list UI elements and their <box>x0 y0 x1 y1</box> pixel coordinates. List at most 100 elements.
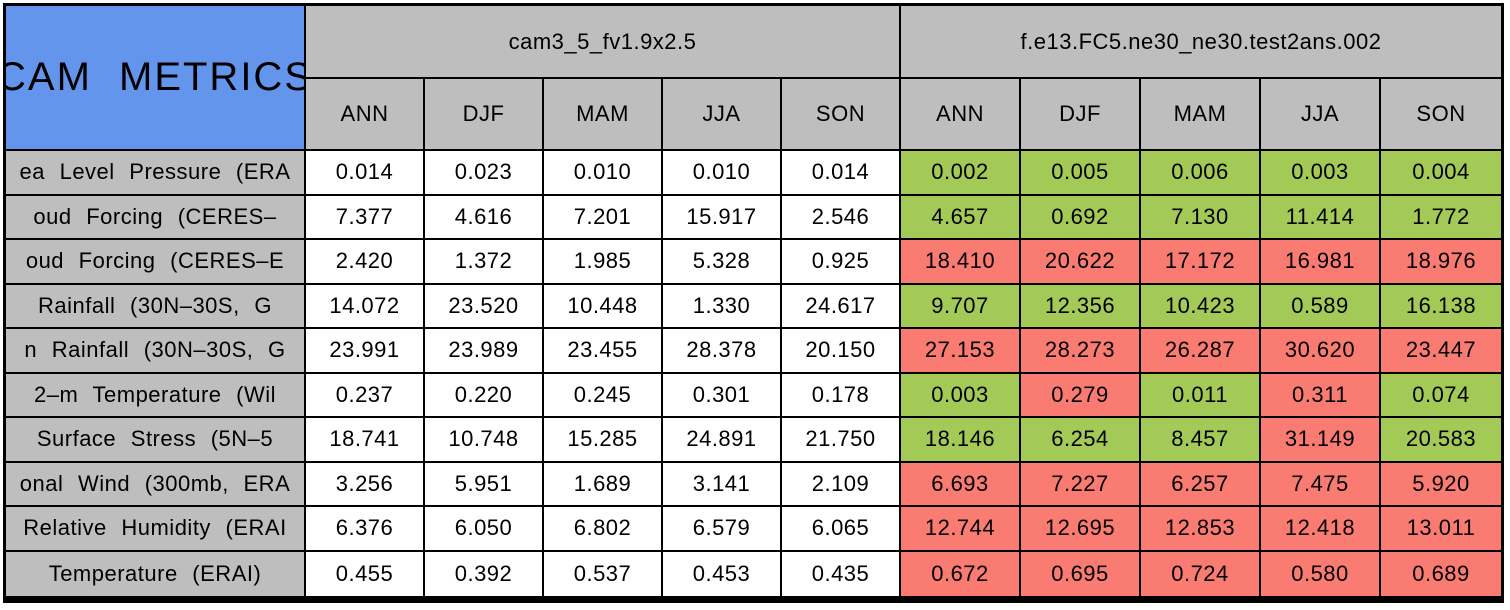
metric-row-label: Surface Stress (5N–5 <box>6 418 306 463</box>
metric-value-cell: 0.003 <box>1261 151 1381 196</box>
metric-value-cell: 9.707 <box>901 284 1021 329</box>
metric-row-label: ea Level Pressure (ERA <box>6 151 306 196</box>
metric-value-cell: 18.976 <box>1381 240 1501 285</box>
metric-value-cell: 7.377 <box>306 195 425 240</box>
metric-value-cell: 0.237 <box>306 373 425 418</box>
metric-value-cell: 15.285 <box>544 418 663 463</box>
metric-value-cell: 0.014 <box>782 151 901 196</box>
metric-value-cell: 30.620 <box>1261 329 1381 374</box>
metric-value-cell: 23.991 <box>306 329 425 374</box>
metric-value-cell: 0.005 <box>1021 151 1141 196</box>
metric-value-cell: 10.423 <box>1141 284 1261 329</box>
season-header: SON <box>1381 79 1501 151</box>
metric-value-cell: 2.420 <box>306 240 425 285</box>
metric-row-label: n Rainfall (30N–30S, G <box>6 329 306 374</box>
metric-value-cell: 12.744 <box>901 507 1021 552</box>
metric-value-cell: 18.146 <box>901 418 1021 463</box>
metric-value-cell: 0.724 <box>1141 551 1261 596</box>
metric-value-cell: 7.475 <box>1261 462 1381 507</box>
metric-value-cell: 2.546 <box>782 195 901 240</box>
metric-value-cell: 0.689 <box>1381 551 1501 596</box>
metric-value-cell: 12.853 <box>1141 507 1261 552</box>
metric-row-label: oud Forcing (CERES–E <box>6 240 306 285</box>
metric-value-cell: 12.356 <box>1021 284 1141 329</box>
metric-value-cell: 0.023 <box>425 151 544 196</box>
metric-value-cell: 4.616 <box>425 195 544 240</box>
metric-value-cell: 27.153 <box>901 329 1021 374</box>
metric-value-cell: 0.580 <box>1261 551 1381 596</box>
metric-value-cell: 8.457 <box>1141 418 1261 463</box>
season-header: SON <box>782 79 901 151</box>
season-header: MAM <box>544 79 663 151</box>
metric-value-cell: 18.741 <box>306 418 425 463</box>
metric-value-cell: 17.172 <box>1141 240 1261 285</box>
metric-row-label: oud Forcing (CERES– <box>6 195 306 240</box>
metric-value-cell: 6.802 <box>544 507 663 552</box>
metric-value-cell: 24.891 <box>663 418 782 463</box>
metric-value-cell: 6.257 <box>1141 462 1261 507</box>
metric-row-label: 2–m Temperature (Wil <box>6 373 306 418</box>
cam-metrics-table: CAM METRICS cam3_5_fv1.9x2.5 f.e13.FC5.n… <box>3 3 1504 603</box>
metric-value-cell: 6.050 <box>425 507 544 552</box>
metric-value-cell: 18.410 <box>901 240 1021 285</box>
metric-value-cell: 20.622 <box>1021 240 1141 285</box>
metric-value-cell: 20.583 <box>1381 418 1501 463</box>
metric-value-cell: 26.287 <box>1141 329 1261 374</box>
metric-value-cell: 24.617 <box>782 284 901 329</box>
metric-value-cell: 5.920 <box>1381 462 1501 507</box>
metric-value-cell: 31.149 <box>1261 418 1381 463</box>
metric-value-cell: 0.537 <box>544 551 663 596</box>
season-header: JJA <box>1261 79 1381 151</box>
metric-value-cell: 21.750 <box>782 418 901 463</box>
metric-value-cell: 0.392 <box>425 551 544 596</box>
metric-row-label: Temperature (ERAI) <box>6 551 306 596</box>
metric-value-cell: 0.455 <box>306 551 425 596</box>
metric-value-cell: 0.010 <box>663 151 782 196</box>
metric-value-cell: 16.981 <box>1261 240 1381 285</box>
metric-value-cell: 0.002 <box>901 151 1021 196</box>
metric-value-cell: 14.072 <box>306 284 425 329</box>
metric-value-cell: 6.065 <box>782 507 901 552</box>
metric-value-cell: 28.273 <box>1021 329 1141 374</box>
metric-value-cell: 11.414 <box>1261 195 1381 240</box>
metric-value-cell: 0.010 <box>544 151 663 196</box>
metric-value-cell: 0.925 <box>782 240 901 285</box>
metric-value-cell: 23.455 <box>544 329 663 374</box>
metric-value-cell: 6.254 <box>1021 418 1141 463</box>
metric-value-cell: 1.372 <box>425 240 544 285</box>
metric-value-cell: 0.245 <box>544 373 663 418</box>
metric-value-cell: 5.328 <box>663 240 782 285</box>
metric-value-cell: 0.220 <box>425 373 544 418</box>
metric-value-cell: 0.435 <box>782 551 901 596</box>
season-header: ANN <box>306 79 425 151</box>
metric-value-cell: 0.692 <box>1021 195 1141 240</box>
model2-header: f.e13.FC5.ne30_ne30.test2ans.002 <box>901 6 1501 79</box>
metric-value-cell: 28.378 <box>663 329 782 374</box>
season-header: JJA <box>663 79 782 151</box>
season-header: ANN <box>901 79 1021 151</box>
metric-value-cell: 0.589 <box>1261 284 1381 329</box>
metric-value-cell: 0.004 <box>1381 151 1501 196</box>
metric-value-cell: 15.917 <box>663 195 782 240</box>
metric-row-label: Rainfall (30N–30S, G <box>6 284 306 329</box>
season-header: DJF <box>425 79 544 151</box>
metric-value-cell: 6.693 <box>901 462 1021 507</box>
metric-value-cell: 0.006 <box>1141 151 1261 196</box>
metric-value-cell: 0.178 <box>782 373 901 418</box>
metric-row-label: Relative Humidity (ERAI <box>6 507 306 552</box>
metric-value-cell: 0.695 <box>1021 551 1141 596</box>
metric-value-cell: 0.311 <box>1261 373 1381 418</box>
metric-value-cell: 6.376 <box>306 507 425 552</box>
season-header: DJF <box>1021 79 1141 151</box>
season-header: MAM <box>1141 79 1261 151</box>
table-title: CAM METRICS <box>6 55 306 99</box>
metric-value-cell: 4.657 <box>901 195 1021 240</box>
metric-value-cell: 0.301 <box>663 373 782 418</box>
metric-value-cell: 10.748 <box>425 418 544 463</box>
metric-value-cell: 23.989 <box>425 329 544 374</box>
metric-value-cell: 0.453 <box>663 551 782 596</box>
metric-value-cell: 6.579 <box>663 507 782 552</box>
metric-value-cell: 1.689 <box>544 462 663 507</box>
model1-header: cam3_5_fv1.9x2.5 <box>306 6 901 79</box>
metric-value-cell: 1.772 <box>1381 195 1501 240</box>
